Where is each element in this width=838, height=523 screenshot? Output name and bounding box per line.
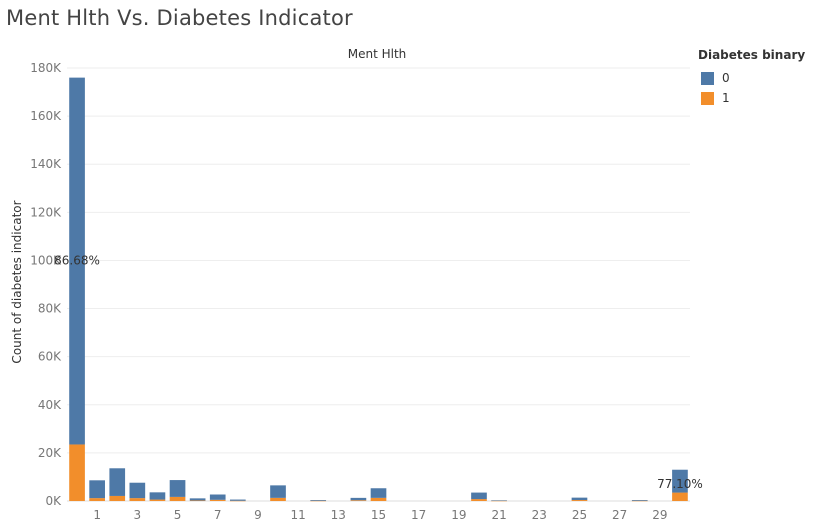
y-tick-label: 0K (45, 494, 62, 508)
bar-series-1-x-3[interactable] (129, 498, 146, 501)
legend-swatch-1 (701, 91, 714, 105)
y-axis-title: Count of diabetes indicator (10, 200, 24, 363)
data-label: 77.10% (657, 477, 703, 491)
x-tick-label: 19 (451, 508, 466, 522)
y-tick-label: 20K (38, 446, 62, 460)
bar-series-0-x-0[interactable] (69, 77, 85, 445)
y-tick-label: 180K (30, 61, 62, 75)
page-title: Ment Hlth Vs. Diabetes Indicator (6, 6, 353, 30)
bar-series-1-x-28[interactable] (631, 500, 648, 502)
x-tick-label: 7 (214, 508, 222, 522)
x-tick-label: 13 (331, 508, 346, 522)
legend-swatch-0 (701, 71, 714, 85)
y-tick-label: 60K (38, 350, 62, 364)
bar-series-0-x-3[interactable] (129, 482, 146, 499)
bar-series-0-x-14[interactable] (350, 497, 367, 501)
legend: Diabetes binary 0 1 (698, 48, 805, 108)
x-tick-label: 23 (532, 508, 547, 522)
x-tick-label: 25 (572, 508, 587, 522)
bar-series-0-x-21[interactable] (491, 500, 507, 501)
bar-series-1-x-4[interactable] (149, 499, 166, 501)
bar-series-1-x-0[interactable] (69, 444, 85, 501)
legend-item-0[interactable]: 0 (698, 68, 805, 88)
y-tick-label: 140K (30, 157, 62, 171)
bar-series-1-x-1[interactable] (89, 498, 105, 501)
x-tick-label: 11 (290, 508, 305, 522)
bar-series-0-x-15[interactable] (370, 488, 387, 498)
bar-series-0-x-2[interactable] (109, 468, 126, 496)
bar-series-0-x-8[interactable] (229, 499, 246, 501)
bar-series-1-x-5[interactable] (169, 496, 186, 501)
bar-series-1-x-30[interactable] (672, 492, 688, 501)
y-tick-label: 120K (30, 205, 62, 219)
x-tick-label: 3 (134, 508, 142, 522)
x-tick-label: 9 (254, 508, 262, 522)
bar-series-1-x-21[interactable] (491, 500, 507, 502)
bars (69, 77, 688, 502)
bar-series-0-x-6[interactable] (189, 498, 206, 501)
x-tick-label: 21 (491, 508, 506, 522)
grid (67, 67, 690, 502)
y-tick-label: 80K (38, 302, 62, 316)
bar-series-1-x-25[interactable] (571, 500, 588, 501)
bar-series-0-x-28[interactable] (631, 500, 648, 501)
legend-title: Diabetes binary (698, 48, 806, 62)
bar-series-0-x-25[interactable] (571, 497, 588, 501)
data-label: 86.68% (54, 253, 100, 267)
bar-series-1-x-8[interactable] (229, 500, 246, 502)
bar-series-1-x-6[interactable] (189, 500, 206, 502)
column-header: Ment Hlth (348, 47, 407, 61)
legend-item-1[interactable]: 1 (698, 88, 805, 108)
y-axis: 0K 20K 40K 60K 80K 100K 120K 140K 160K 180K (30, 61, 62, 508)
legend-label-0: 0 (722, 71, 730, 85)
x-tick-label: 5 (174, 508, 182, 522)
bar-series-0-x-30[interactable] (672, 469, 688, 493)
bar-series-1-x-7[interactable] (209, 499, 226, 501)
bar-series-0-x-5[interactable] (169, 480, 186, 497)
y-tick-label: 160K (30, 109, 62, 123)
x-tick-label: 27 (612, 508, 627, 522)
bar-series-0-x-12[interactable] (310, 500, 327, 501)
bar-series-0-x-10[interactable] (270, 485, 286, 498)
bar-series-1-x-20[interactable] (471, 499, 487, 501)
bar-series-1-x-2[interactable] (109, 495, 126, 501)
x-tick-label: 17 (411, 508, 426, 522)
x-tick-label: 1 (93, 508, 101, 522)
bar-series-1-x-15[interactable] (370, 497, 387, 501)
bar-series-0-x-7[interactable] (209, 494, 226, 500)
y-tick-label: 100K (30, 253, 62, 267)
bar-series-0-x-1[interactable] (89, 480, 105, 499)
bar-series-1-x-14[interactable] (350, 500, 367, 501)
bar-series-0-x-20[interactable] (471, 492, 487, 500)
bar-series-1-x-12[interactable] (310, 500, 327, 502)
y-tick-label: 40K (38, 398, 62, 412)
bar-series-0-x-4[interactable] (149, 492, 166, 500)
annotations: 86.68% 77.10% (54, 253, 703, 491)
bar-series-1-x-10[interactable] (270, 497, 286, 501)
x-axis: 1 3 5 7 9 11 13 15 17 19 21 23 25 27 29 (93, 508, 667, 522)
x-tick-label: 29 (652, 508, 667, 522)
x-tick-label: 15 (371, 508, 386, 522)
legend-label-1: 1 (722, 91, 730, 105)
